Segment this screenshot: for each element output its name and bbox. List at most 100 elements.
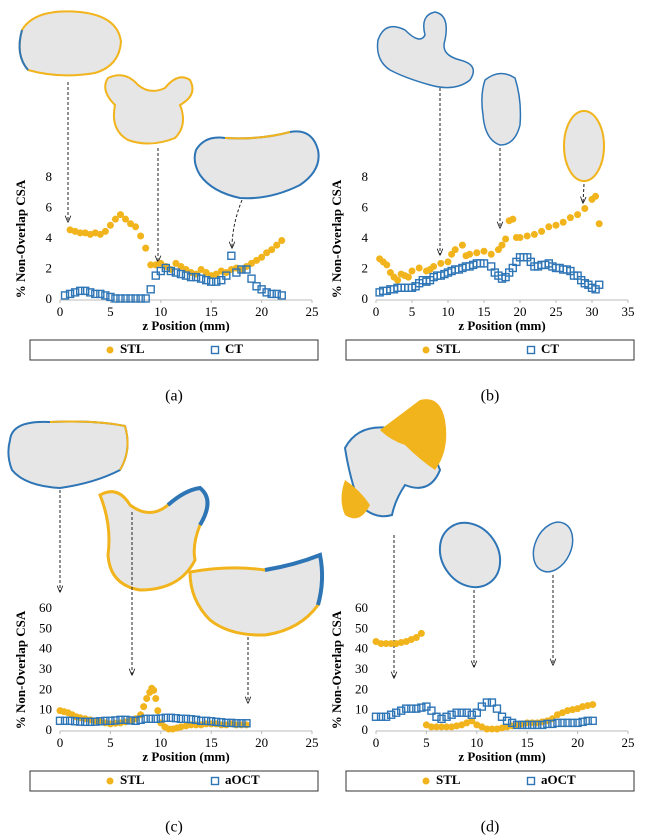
- data-point: [152, 272, 159, 279]
- data-point: [142, 245, 149, 252]
- arrow: [583, 184, 584, 203]
- legend-marker: [528, 778, 535, 785]
- figure: 024680510152025z Position (mm)% Non-Over…: [0, 0, 647, 838]
- x-tick-label: 25: [550, 304, 563, 319]
- y-tick-label: 2: [46, 260, 53, 275]
- y-axis-label: % Non-Overlap CSA: [329, 179, 344, 298]
- shape: [105, 75, 192, 143]
- y-tick-label: 0: [362, 722, 369, 737]
- data-point: [248, 275, 255, 282]
- x-axis-label: z Position (mm): [142, 318, 229, 333]
- y-tick-label: 4: [46, 230, 53, 245]
- x-tick-label: 20: [255, 735, 268, 750]
- y-tick-label: 50: [355, 620, 368, 635]
- data-point: [448, 711, 455, 718]
- y-tick-label: 8: [362, 169, 369, 184]
- shape: [526, 516, 581, 578]
- data-point: [553, 222, 560, 229]
- y-tick-label: 0: [46, 722, 53, 737]
- data-point: [488, 251, 495, 258]
- x-axis-label: z Position (mm): [142, 749, 229, 764]
- data-point: [466, 251, 473, 258]
- y-tick-label: 6: [46, 199, 53, 214]
- data-point: [278, 237, 285, 244]
- x-tick-label: 20: [255, 304, 268, 319]
- data-point: [57, 717, 64, 724]
- legend-marker: [423, 778, 430, 785]
- data-point: [117, 295, 124, 302]
- data-point: [142, 295, 149, 302]
- chart-panel: 01020304050600510152025z Position (mm)% …: [329, 600, 635, 836]
- data-point: [430, 263, 437, 270]
- x-tick-label: 10: [470, 735, 483, 750]
- data-point: [453, 709, 460, 716]
- shape: [482, 73, 521, 145]
- data-point: [228, 252, 235, 259]
- data-point: [531, 231, 538, 238]
- x-axis-label: z Position (mm): [458, 318, 545, 333]
- legend-marker: [528, 347, 535, 354]
- y-tick-label: 4: [362, 230, 369, 245]
- y-tick-label: 30: [39, 661, 52, 676]
- x-tick-label: 5: [423, 735, 430, 750]
- y-axis-label: % Non-Overlap CSA: [329, 610, 344, 729]
- y-tick-label: 40: [355, 641, 368, 656]
- x-tick-label: 10: [154, 735, 167, 750]
- shape: [190, 555, 322, 635]
- data-point: [458, 709, 465, 716]
- data-point: [405, 274, 412, 281]
- data-point: [147, 715, 154, 722]
- data-point: [445, 258, 452, 265]
- x-tick-label: 0: [373, 735, 380, 750]
- legend-marker: [212, 778, 219, 785]
- legend-label: aOCT: [541, 772, 576, 787]
- data-point: [398, 707, 405, 714]
- legend-label: CT: [541, 341, 559, 356]
- data-point: [403, 705, 410, 712]
- data-point: [499, 242, 506, 249]
- shape: [195, 131, 319, 198]
- data-point: [545, 223, 552, 230]
- data-point: [443, 713, 450, 720]
- y-tick-label: 6: [362, 199, 369, 214]
- legend-marker: [212, 347, 219, 354]
- y-tick-label: 0: [362, 291, 369, 306]
- y-tick-label: 60: [39, 600, 52, 615]
- data-point: [559, 719, 566, 726]
- x-tick-label: 0: [57, 304, 64, 319]
- x-tick-label: 10: [442, 304, 455, 319]
- data-point: [567, 214, 574, 221]
- data-point: [408, 705, 415, 712]
- data-point: [378, 713, 385, 720]
- y-tick-label: 10: [355, 702, 368, 717]
- data-point: [538, 228, 545, 235]
- x-tick-label: 5: [409, 304, 416, 319]
- data-point: [589, 701, 596, 708]
- legend-label: aOCT: [225, 772, 260, 787]
- data-point: [459, 242, 466, 249]
- y-tick-label: 2: [362, 260, 369, 275]
- arrows: [60, 82, 584, 703]
- y-tick-label: 8: [46, 169, 53, 184]
- legend-label: STL: [120, 341, 145, 356]
- x-axis-label: z Position (mm): [458, 749, 545, 764]
- data-point: [147, 286, 154, 293]
- legend-marker: [423, 347, 430, 354]
- x-tick-label: 20: [514, 304, 527, 319]
- legend-label: STL: [436, 772, 461, 787]
- arrow: [232, 200, 242, 248]
- x-tick-label: 5: [107, 304, 114, 319]
- data-point: [137, 232, 144, 239]
- data-point: [452, 246, 459, 253]
- chart-panel: 024680510152025z Position (mm)% Non-Over…: [13, 169, 319, 405]
- x-tick-label: 20: [571, 735, 584, 750]
- data-point: [560, 219, 567, 226]
- data-point: [154, 707, 161, 714]
- legend-box: [30, 771, 318, 791]
- x-tick-label: 0: [373, 304, 380, 319]
- data-point: [140, 703, 147, 710]
- data-point: [438, 715, 445, 722]
- shape: [378, 12, 474, 88]
- y-tick-label: 60: [355, 600, 368, 615]
- y-axis-label: % Non-Overlap CSA: [13, 179, 28, 298]
